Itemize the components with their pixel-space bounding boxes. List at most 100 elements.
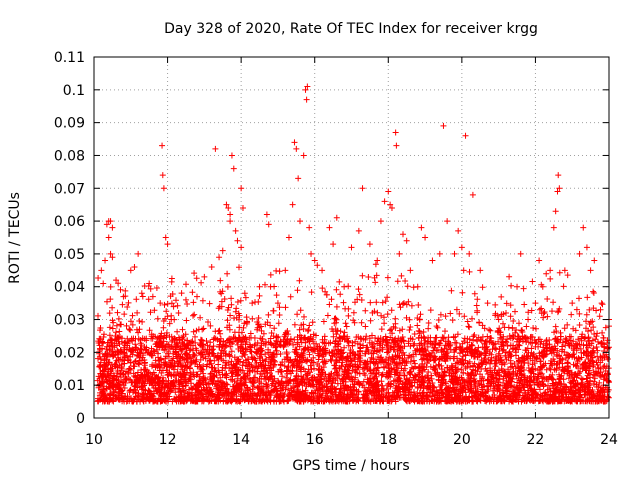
data-point bbox=[175, 309, 182, 316]
data-point bbox=[230, 165, 237, 172]
data-point bbox=[162, 234, 169, 241]
data-point bbox=[591, 257, 598, 264]
y-tick-label: 0.03 bbox=[54, 313, 85, 329]
y-tick-label: 0.08 bbox=[54, 148, 85, 164]
data-point bbox=[387, 201, 394, 208]
data-point bbox=[392, 129, 399, 136]
data-point bbox=[355, 227, 362, 234]
data-point bbox=[241, 290, 248, 297]
data-point bbox=[407, 267, 414, 274]
data-point bbox=[532, 300, 539, 307]
data-point bbox=[100, 280, 107, 287]
data-point bbox=[157, 300, 164, 307]
y-tick-label: 0.05 bbox=[54, 247, 85, 263]
data-point bbox=[381, 198, 388, 205]
data-point bbox=[249, 300, 256, 307]
data-point bbox=[598, 300, 605, 307]
x-tick-label: 14 bbox=[232, 432, 250, 448]
data-points bbox=[98, 83, 612, 330]
y-tick-label: 0.06 bbox=[54, 214, 85, 230]
data-point bbox=[374, 257, 381, 264]
data-point bbox=[113, 277, 120, 284]
data-point bbox=[289, 201, 296, 208]
data-point bbox=[484, 300, 491, 307]
data-point bbox=[418, 224, 425, 231]
data-point bbox=[127, 267, 134, 274]
data-point bbox=[159, 142, 166, 149]
data-point bbox=[333, 214, 340, 221]
data-point bbox=[393, 142, 400, 149]
data-point bbox=[587, 267, 594, 274]
data-point bbox=[414, 283, 421, 290]
data-point bbox=[444, 218, 451, 225]
data-point bbox=[517, 250, 524, 257]
data-point bbox=[219, 247, 226, 254]
data-point bbox=[583, 244, 590, 251]
data-point bbox=[451, 250, 458, 257]
data-point bbox=[466, 250, 473, 257]
data-point bbox=[225, 204, 232, 211]
data-point bbox=[227, 218, 234, 225]
axis-ticks: 0 0.01 0.02 0.03 0.04 0.05 0.06 0.07 0.08 0.09 0.1… bbox=[54, 50, 618, 448]
data-point bbox=[159, 172, 166, 179]
x-tick-label: 10 bbox=[85, 432, 103, 448]
y-tick-label: 0.07 bbox=[54, 181, 85, 197]
data-point bbox=[285, 234, 292, 241]
data-point bbox=[295, 175, 302, 182]
chart-title: Day 328 of 2020, Rate Of TEC Index for r… bbox=[164, 21, 538, 37]
data-point bbox=[514, 283, 521, 290]
data-point bbox=[495, 316, 502, 323]
data-point bbox=[107, 218, 114, 225]
data-point bbox=[385, 188, 392, 195]
data-point bbox=[580, 224, 587, 231]
data-point bbox=[160, 185, 167, 192]
data-point bbox=[131, 264, 138, 271]
data-point bbox=[306, 224, 313, 231]
data-point bbox=[216, 254, 223, 261]
data-point bbox=[458, 244, 465, 251]
plot-frame bbox=[93, 56, 610, 419]
data-point bbox=[267, 283, 274, 290]
data-point bbox=[377, 218, 384, 225]
data-point bbox=[227, 211, 234, 218]
data-point bbox=[552, 208, 559, 215]
y-tick-label: 0.09 bbox=[54, 116, 85, 132]
grid bbox=[94, 57, 609, 418]
data-point bbox=[208, 264, 215, 271]
x-tick-label: 12 bbox=[159, 432, 177, 448]
data-point bbox=[300, 152, 307, 159]
data-point bbox=[302, 86, 309, 93]
data-point bbox=[366, 241, 373, 248]
data-point bbox=[569, 300, 576, 307]
y-axis-title: ROTI / TECUs bbox=[7, 192, 23, 284]
data-point bbox=[303, 96, 310, 103]
data-point bbox=[388, 204, 395, 211]
x-tick-label: 22 bbox=[527, 432, 545, 448]
data-point bbox=[462, 132, 469, 139]
data-point bbox=[282, 267, 289, 274]
data-point bbox=[238, 185, 245, 192]
data-point bbox=[98, 267, 105, 274]
data-point bbox=[319, 267, 326, 274]
x-axis-title: GPS time / hours bbox=[292, 458, 409, 474]
data-point bbox=[536, 257, 543, 264]
data-point bbox=[146, 280, 153, 287]
data-point bbox=[149, 293, 156, 300]
data-point bbox=[201, 273, 208, 280]
data-point bbox=[105, 234, 112, 241]
data-point bbox=[256, 283, 263, 290]
data-point bbox=[263, 211, 270, 218]
data-point bbox=[455, 227, 462, 234]
data-point bbox=[308, 250, 315, 257]
data-point bbox=[341, 283, 348, 290]
data-point bbox=[440, 122, 447, 129]
data-point bbox=[326, 224, 333, 231]
data-point bbox=[469, 191, 476, 198]
data-point bbox=[107, 250, 114, 257]
data-point bbox=[293, 145, 300, 152]
data-point bbox=[330, 241, 337, 248]
data-point bbox=[396, 250, 403, 257]
data-point bbox=[297, 218, 303, 225]
